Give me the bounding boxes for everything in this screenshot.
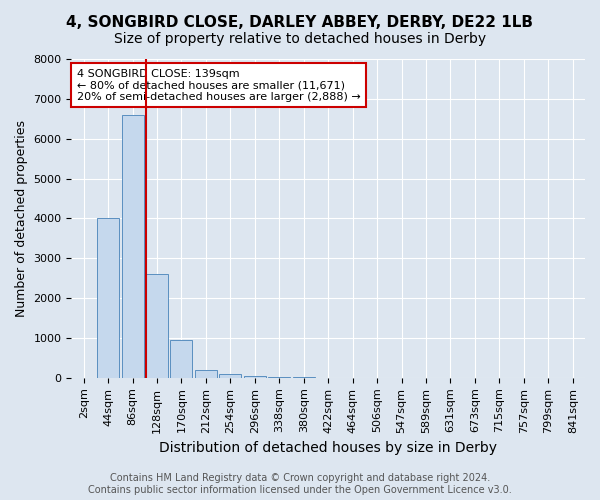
Bar (195, 370, 217, 378)
Bar (97, 218, 119, 378)
Bar (220, 374, 241, 378)
Bar (244, 376, 266, 378)
Bar (268, 376, 290, 378)
X-axis label: Distribution of detached houses by size in Derby: Distribution of detached houses by size … (159, 441, 497, 455)
Bar (146, 274, 168, 378)
Y-axis label: Number of detached properties: Number of detached properties (15, 120, 28, 317)
Text: 4, SONGBIRD CLOSE, DARLEY ABBEY, DERBY, DE22 1LB: 4, SONGBIRD CLOSE, DARLEY ABBEY, DERBY, … (67, 15, 533, 30)
Text: Contains HM Land Registry data © Crown copyright and database right 2024.
Contai: Contains HM Land Registry data © Crown c… (88, 474, 512, 495)
Bar (170, 340, 193, 378)
Text: 4 SONGBIRD CLOSE: 139sqm
← 80% of detached houses are smaller (11,671)
20% of se: 4 SONGBIRD CLOSE: 139sqm ← 80% of detach… (77, 68, 360, 102)
Text: Size of property relative to detached houses in Derby: Size of property relative to detached ho… (114, 32, 486, 46)
Bar (122, 115, 143, 378)
